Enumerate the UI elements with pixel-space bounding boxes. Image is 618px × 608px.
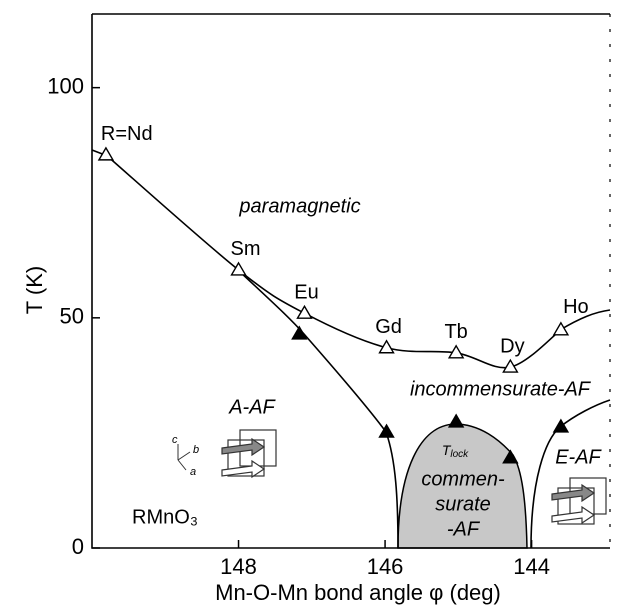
x-tick-label: 144: [513, 554, 550, 579]
tlock-sub: lock: [450, 449, 469, 460]
data-point: [291, 325, 308, 340]
region-label: A-AF: [228, 396, 276, 418]
point-label: Gd: [375, 316, 402, 338]
data-point: [447, 413, 465, 428]
y-axis-label: T (K): [22, 266, 47, 314]
point-label: Ho: [563, 296, 589, 318]
data-point: [552, 418, 570, 433]
svg-text:b: b: [193, 444, 199, 456]
phase-boundary: [559, 309, 611, 331]
svg-text:a: a: [190, 466, 196, 478]
phase-boundary: [237, 269, 399, 549]
axes-icon: c b a: [172, 434, 199, 478]
y-tick-label: 100: [47, 73, 84, 98]
point-label: Sm: [231, 238, 261, 260]
data-point: [447, 344, 465, 359]
x-axis-label: Mn-O-Mn bond angle φ (deg): [215, 580, 501, 605]
tlock-main: T: [442, 442, 452, 458]
transition-line: [105, 154, 562, 369]
region-label: paramagnetic: [238, 195, 360, 217]
region-label: -AF: [447, 518, 481, 540]
data-point: [502, 449, 519, 464]
y-tick-label: 50: [60, 304, 84, 329]
region-label: surate: [435, 493, 491, 515]
x-tick-label: 146: [367, 554, 404, 579]
phase-boundary: [530, 399, 611, 549]
data-point: [552, 321, 570, 336]
y-tick-label: 0: [72, 534, 84, 559]
svg-text:c: c: [172, 434, 178, 446]
point-label: Dy: [500, 335, 524, 357]
data-point: [296, 304, 313, 319]
lattice-icon: [221, 429, 607, 525]
point-label: Tb: [444, 321, 467, 343]
data-point: [378, 339, 395, 354]
data-point: [230, 261, 247, 276]
data-point: [378, 423, 395, 438]
data-point: [97, 146, 115, 161]
data-point: [502, 358, 519, 373]
region-label: E-AF: [555, 446, 602, 468]
region-label: commen-: [421, 468, 505, 490]
commensurate-region: [397, 423, 528, 549]
point-label: Eu: [294, 282, 318, 304]
region-label: incommensurate-AF: [410, 378, 592, 400]
x-tick-label: 148: [220, 554, 257, 579]
region-label: RMnO₃: [132, 506, 198, 528]
tlock-label: Tlock: [442, 442, 469, 460]
axis-frame: [91, 13, 610, 549]
point-label: R=Nd: [101, 123, 153, 145]
